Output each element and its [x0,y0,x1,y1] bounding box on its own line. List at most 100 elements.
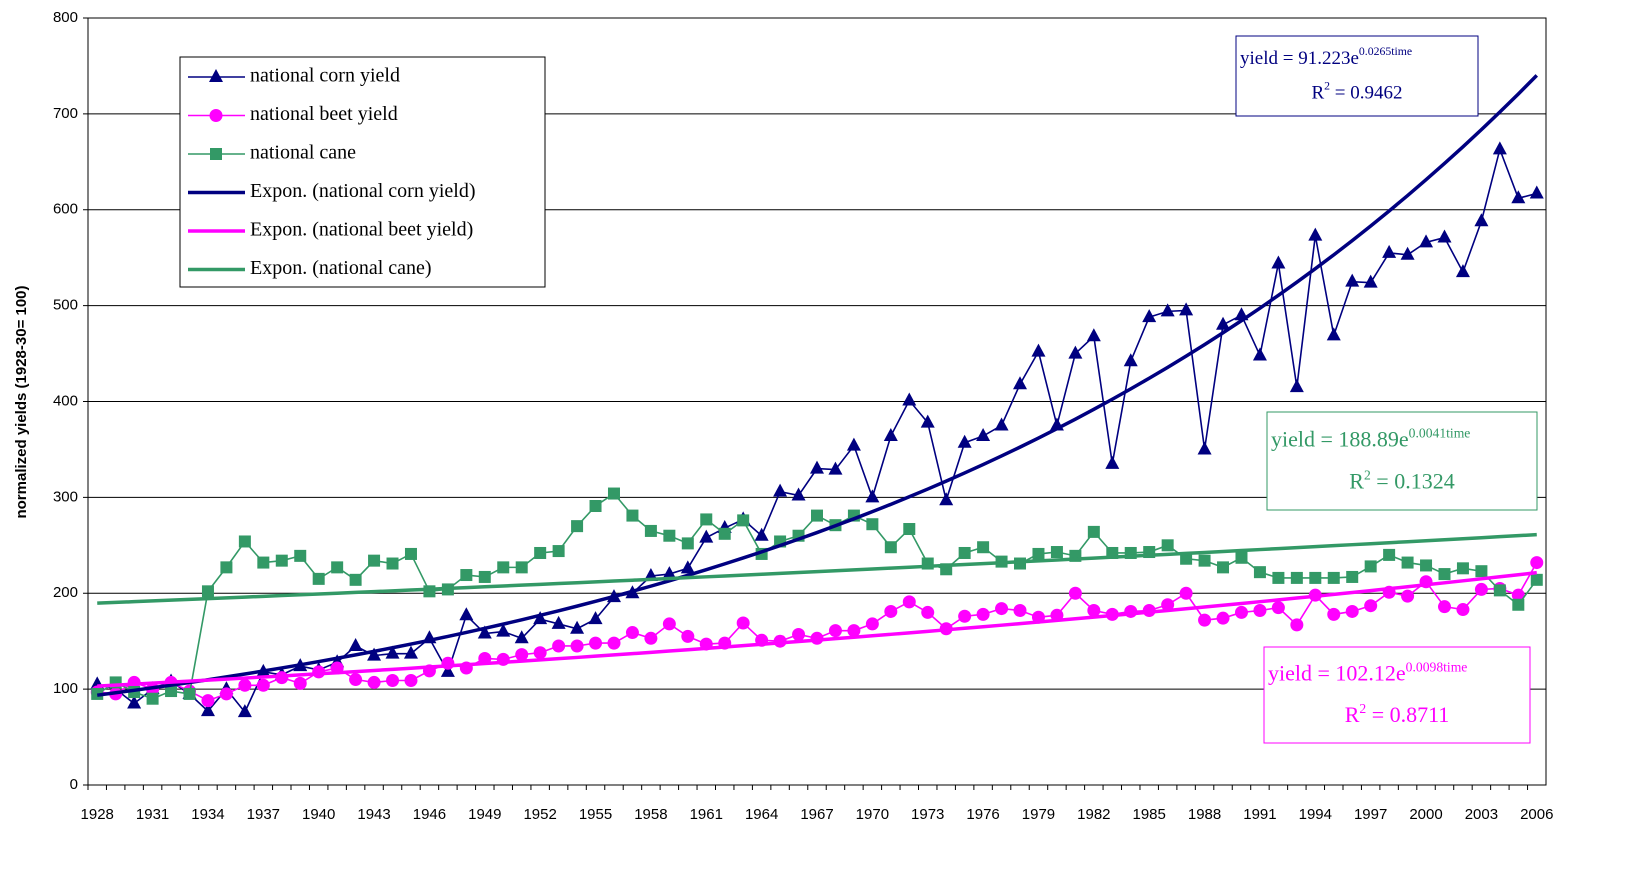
x-tick-label: 1973 [911,806,944,823]
data-marker [403,645,418,659]
data-marker [736,616,750,630]
data-marker [884,604,898,618]
data-marker [1289,379,1304,393]
equation: yield = 102.12e0.0098time [1268,660,1467,686]
x-tick-label: 1997 [1354,806,1387,823]
data-marker [1253,566,1266,579]
r-squared-value: = 0.1324 [1371,468,1455,493]
data-marker [1493,584,1506,597]
x-tick-label: 2003 [1465,806,1498,823]
equation-exponent: 0.0041time [1409,425,1471,440]
legend-box [179,56,546,288]
x-tick-label: 1991 [1243,806,1276,823]
data-marker [1013,376,1028,390]
trend-line [97,570,1537,688]
data-marker [1419,234,1434,248]
data-marker [1161,598,1175,612]
data-marker [477,625,492,639]
x-tick-label: 1931 [136,806,169,823]
data-marker [976,428,991,442]
data-marker [1437,229,1452,243]
r-squared-base: R [1349,468,1364,493]
data-marker [238,535,251,548]
legend-label: national cane [250,142,356,164]
data-marker [921,605,935,619]
data-marker [460,569,473,582]
data-marker [1455,264,1470,278]
data-marker [1234,605,1248,619]
data-marker [1253,604,1267,618]
data-marker [1271,255,1286,269]
x-tick-label: 1979 [1022,806,1055,823]
data-marker [700,513,713,526]
data-marker [220,561,233,574]
data-marker [1087,525,1100,538]
data-marker [496,623,511,637]
y-tick-label: 400 [53,392,78,409]
data-marker [386,673,400,687]
equation-box [1263,646,1531,744]
data-marker [1345,273,1360,287]
data-marker [811,509,823,522]
data-marker [1364,599,1378,613]
data-marker [1032,547,1045,560]
data-marker [1511,190,1526,204]
data-marker [1290,618,1304,632]
data-marker [1346,570,1359,583]
x-tick-label: 1940 [302,806,335,823]
data-marker [368,554,381,567]
data-marker [1492,141,1507,155]
data-marker [903,523,916,536]
legend-label: national corn yield [250,65,400,87]
data-marker [349,673,363,687]
data-marker [515,648,529,662]
data-marker [515,561,528,574]
data-marker [440,663,455,677]
data-marker [1437,600,1451,614]
data-marker [754,527,769,541]
data-marker [1031,343,1046,357]
x-tick-label: 1952 [523,806,556,823]
y-tick-label: 0 [70,776,78,793]
y-tick-label: 500 [53,297,78,314]
data-marker [312,572,325,585]
data-marker [165,685,178,698]
data-marker [884,541,897,554]
data-marker [737,514,750,527]
data-marker [331,561,344,574]
data-marker [828,461,843,475]
data-marker [1050,546,1063,559]
y-tick-label: 100 [53,680,78,697]
data-marker [1087,604,1101,618]
legend-label: Expon. (national beet yield) [250,219,473,241]
x-tick-label: 2006 [1520,806,1553,823]
data-marker [534,546,547,559]
data-marker [866,518,879,531]
data-marker [367,675,381,689]
data-marker [958,609,972,623]
r-squared-base: R [1345,702,1360,727]
data-marker [1364,560,1377,573]
data-marker [792,627,806,641]
x-tick-label: 1970 [856,806,889,823]
data-marker [256,678,270,692]
data-marker [404,547,417,560]
data-marker [625,626,639,640]
data-marker [957,434,972,448]
r-squared-exponent: 2 [1364,467,1371,482]
data-marker [1013,604,1027,618]
data-marker [1179,302,1194,316]
legend-marker [209,69,223,82]
data-marker [1271,601,1285,615]
data-marker [1123,353,1138,367]
data-marker [570,639,584,653]
data-marker [552,639,566,653]
data-marker [1290,571,1303,584]
data-marker [1400,246,1415,260]
r-squared: R2 = 0.1324 [1349,467,1454,493]
equation-box [1266,411,1538,511]
data-marker [1308,227,1323,241]
equation-box [1235,35,1479,117]
data-marker [920,414,935,428]
data-marker [219,687,233,701]
